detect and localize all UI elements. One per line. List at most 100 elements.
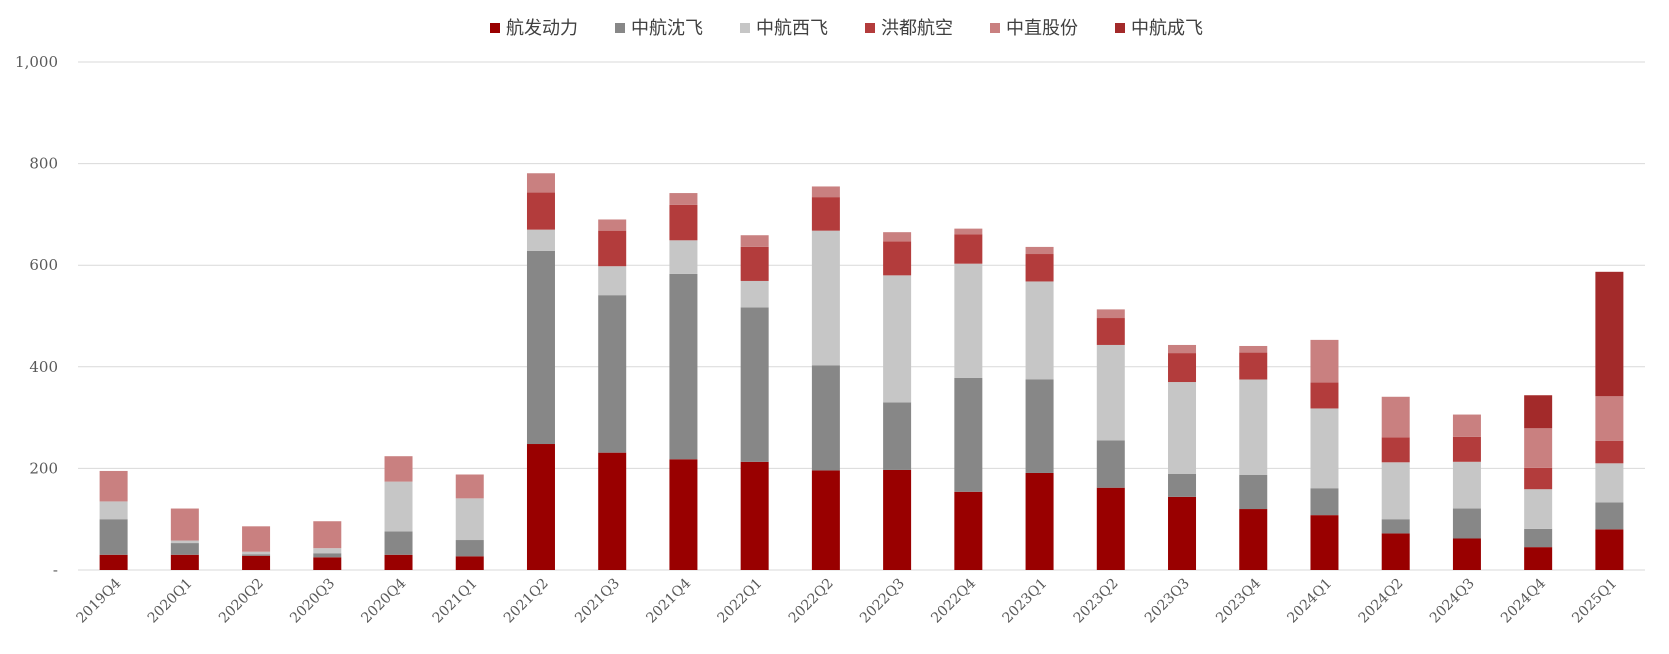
- bar-segment: [1025, 472, 1054, 570]
- bar-segment: [1524, 428, 1553, 468]
- bar-segment: [99, 501, 128, 520]
- bar-segment: [170, 543, 199, 555]
- bar-segment: [1381, 462, 1410, 520]
- bar-segment: [526, 192, 555, 230]
- x-tick-label: 2020Q4: [358, 575, 409, 626]
- bar-segment: [1025, 379, 1054, 473]
- bar-segment: [1595, 396, 1624, 441]
- bar-segment: [313, 521, 342, 549]
- bar-segment: [313, 548, 342, 554]
- bar-segment: [1096, 318, 1125, 345]
- bar-segment: [313, 557, 342, 570]
- legend-label: 洪都航空: [881, 18, 953, 39]
- x-tick-label: 2024Q4: [1498, 575, 1549, 626]
- bar-segment: [170, 540, 199, 544]
- bar-segment: [740, 280, 769, 308]
- bar-segment: [1452, 414, 1481, 437]
- legend-swatch: [490, 23, 500, 33]
- bar-segment: [455, 474, 484, 499]
- bar-segment: [455, 498, 484, 541]
- bar-segment: [954, 234, 983, 264]
- bar-segment: [1239, 345, 1268, 353]
- bar-segment: [1452, 436, 1481, 462]
- bar-segment: [1452, 538, 1481, 570]
- bar-segment: [1096, 344, 1125, 441]
- gridlines: [78, 61, 1645, 571]
- bar-segment: [1168, 344, 1197, 354]
- x-tick-label: 2022Q3: [857, 576, 908, 627]
- bar-segment: [1595, 502, 1624, 530]
- x-tick-label: 2021Q3: [572, 576, 623, 627]
- bar-segment: [811, 230, 840, 366]
- bar-segment: [669, 193, 698, 205]
- bar-segment: [811, 365, 840, 471]
- bar-segment: [1452, 508, 1481, 539]
- bar-segment: [740, 307, 769, 462]
- bar-segment: [1239, 379, 1268, 476]
- bar-segment: [1025, 246, 1054, 255]
- bar-segment: [1168, 382, 1197, 474]
- bar-segment: [1310, 339, 1339, 383]
- bar-segment: [1524, 467, 1553, 490]
- bar-segment: [954, 377, 983, 492]
- bar-segment: [883, 275, 912, 403]
- bar-segment: [1025, 254, 1054, 282]
- bar-segment: [1310, 488, 1339, 516]
- bar-segment: [1168, 473, 1197, 497]
- bar-segment: [526, 444, 555, 570]
- legend-swatch: [615, 23, 625, 33]
- legend-swatch: [1115, 23, 1125, 33]
- legend-label: 中直股份: [1006, 18, 1078, 39]
- bar-segment: [526, 250, 555, 445]
- x-axis-ticks: 2019Q4 2020Q1 2020Q2 2020Q3 2020Q4 2021Q1 2021…: [74, 575, 1621, 626]
- bar-segment: [170, 508, 199, 541]
- bar-segment: [455, 556, 484, 570]
- x-tick-label: 2023Q4: [1213, 575, 1264, 626]
- bar-segment: [384, 456, 413, 482]
- bar-segment: [1239, 509, 1268, 570]
- bar-segment: [954, 228, 983, 235]
- bar-segment: [99, 470, 128, 502]
- bar-segment: [954, 263, 983, 378]
- bar-segment: [669, 459, 698, 570]
- x-tick-label: 2022Q4: [928, 575, 979, 626]
- bar-segment: [1524, 489, 1553, 529]
- bar-segment: [1595, 463, 1624, 503]
- bar-segment: [669, 273, 698, 460]
- y-tick-label: 800: [29, 155, 58, 173]
- bar-segment: [1595, 271, 1624, 397]
- legend-swatch: [990, 23, 1000, 33]
- bar-segment: [740, 246, 769, 281]
- bar-segment: [883, 402, 912, 470]
- legend: 航发动力 中航沈飞 中航西飞 洪都航空 中直股份 中航成飞: [490, 18, 1203, 39]
- x-tick-label: 2021Q4: [643, 575, 694, 626]
- bar-segment: [1239, 352, 1268, 380]
- x-tick-label: 2020Q3: [287, 576, 338, 627]
- x-tick-label: 2019Q4: [74, 575, 125, 626]
- bar-segment: [598, 219, 627, 231]
- x-tick-label: 2021Q1: [430, 576, 481, 627]
- x-tick-label: 2020Q2: [216, 576, 267, 627]
- legend-swatch: [740, 23, 750, 33]
- y-tick-label: 1,000: [15, 53, 58, 71]
- bar-segment: [740, 461, 769, 570]
- bar-segment: [740, 235, 769, 247]
- bar-segment: [242, 554, 271, 556]
- bar-segment: [1381, 533, 1410, 570]
- x-tick-label: 2021Q2: [501, 576, 552, 627]
- bar-segment: [1381, 519, 1410, 534]
- x-tick-label: 2025Q1: [1569, 576, 1620, 627]
- bar-segment: [242, 551, 271, 555]
- bar-segment: [455, 540, 484, 557]
- bar-segment: [1310, 382, 1339, 409]
- bar-segment: [598, 452, 627, 570]
- bar-segment: [1239, 475, 1268, 510]
- bar-segment: [1310, 515, 1339, 570]
- bar-segment: [883, 241, 912, 276]
- bar-segment: [1096, 487, 1125, 570]
- bar-segment: [1025, 281, 1054, 380]
- bar-segment: [313, 553, 342, 558]
- legend-label: 航发动力: [506, 18, 578, 39]
